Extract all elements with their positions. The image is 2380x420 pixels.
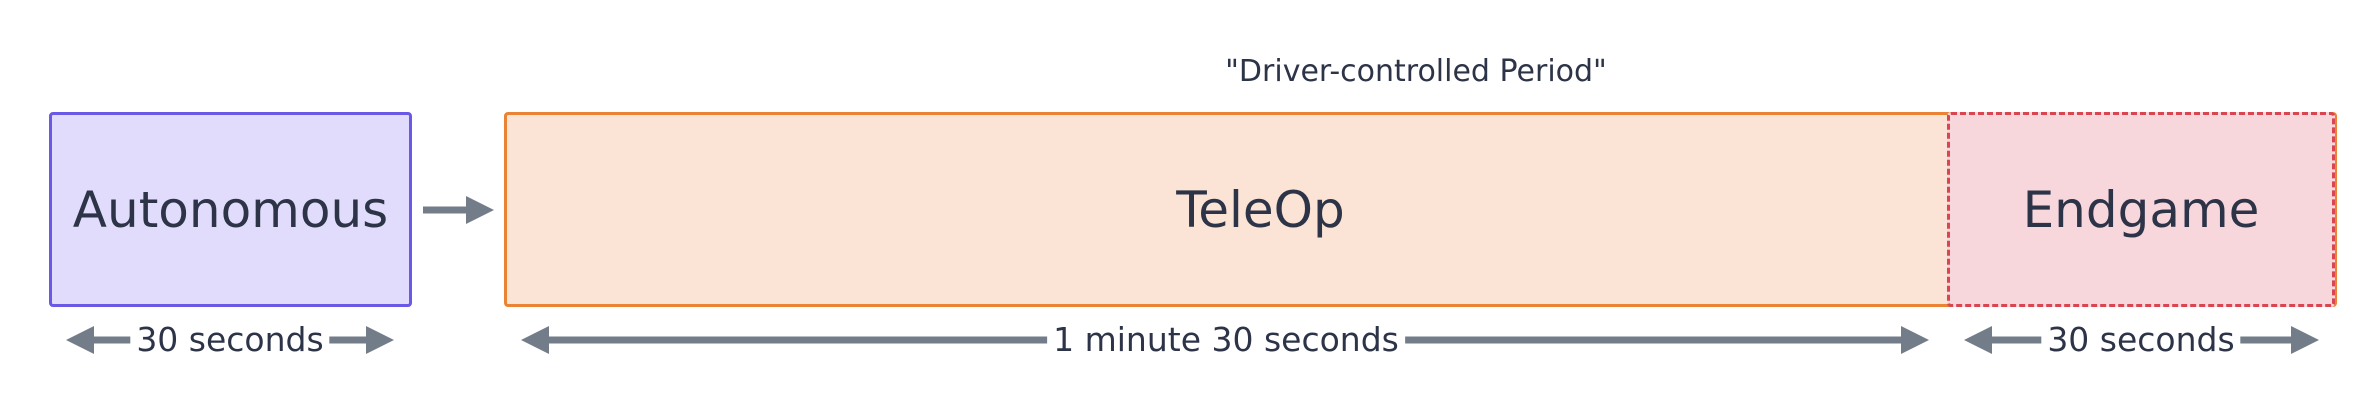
endgame-duration: 30 seconds <box>2041 320 2241 360</box>
autonomous-box: Autonomous <box>49 112 412 307</box>
teleop-duration: 1 minute 30 seconds <box>1047 320 1405 360</box>
endgame-box: Endgame <box>1947 112 2335 307</box>
driver-controlled-caption: "Driver-controlled Period" <box>1225 54 1607 89</box>
endgame-label: Endgame <box>2022 180 2260 239</box>
autonomous-duration: 30 seconds <box>130 320 330 360</box>
teleop-label: TeleOp <box>1176 180 1345 239</box>
autonomous-label: Autonomous <box>72 180 389 239</box>
